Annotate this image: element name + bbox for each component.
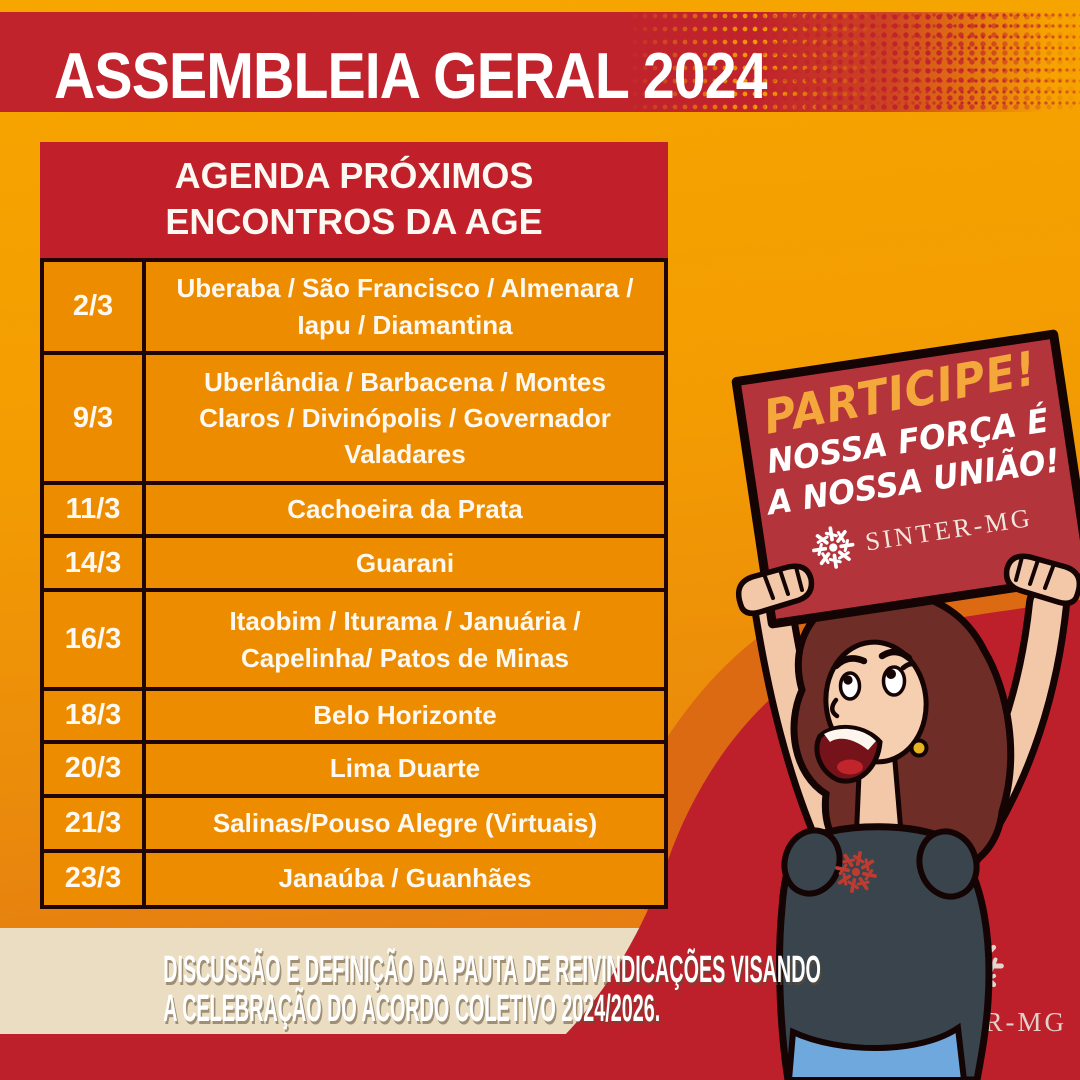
- row-locations: Janaúba / Guanhães: [146, 852, 664, 905]
- row-date: 20/3: [44, 743, 146, 794]
- agenda-table: AGENDA PRÓXIMOS ENCONTROS DA AGE 2/3 Uber…: [40, 142, 668, 909]
- table-row: 21/3 Salinas/Pouso Alegre (Virtuais): [44, 793, 664, 849]
- row-locations: Itaobim / Iturama / Januária / Capelinha…: [146, 592, 664, 688]
- row-date: 14/3: [44, 538, 146, 589]
- table-row: 18/3 Belo Horizonte: [44, 687, 664, 740]
- earring: [909, 738, 929, 758]
- row-locations: Salinas/Pouso Alegre (Virtuais): [146, 797, 664, 849]
- row-date: 21/3: [44, 797, 146, 849]
- left-hand: [735, 563, 815, 617]
- row-locations: Cachoeira da Prata: [146, 485, 664, 535]
- table-row: 20/3 Lima Duarte: [44, 739, 664, 794]
- row-date: 11/3: [44, 485, 146, 535]
- agenda-header-line2: ENCONTROS DA AGE: [165, 201, 543, 243]
- right-hand: [1003, 553, 1080, 607]
- row-locations: Uberaba / São Francisco / Almenara / Iap…: [146, 262, 664, 352]
- table-row: 23/3 Janaúba / Guanhães: [44, 848, 664, 905]
- page-title: ASSEMBLEIA GERAL 2024: [54, 39, 767, 112]
- table-row: 16/3 Itaobim / Iturama / Januária / Capel…: [44, 588, 664, 688]
- row-date: 16/3: [44, 592, 146, 688]
- footer-text: DISCUSSÃO E DEFINIÇÃO DA PAUTA DE REIVIN…: [163, 949, 821, 1030]
- row-locations: Lima Duarte: [146, 743, 664, 794]
- top-banner: ASSEMBLEIA GERAL 2024: [0, 12, 1080, 112]
- table-row: 2/3 Uberaba / São Francisco / Almenara / …: [44, 262, 664, 352]
- row-locations: Belo Horizonte: [146, 691, 664, 740]
- table-row: 11/3 Cachoeira da Prata: [44, 481, 664, 535]
- table-row: 9/3 Uberlândia / Barbacena / Montes Claro…: [44, 351, 664, 482]
- agenda-table-header: AGENDA PRÓXIMOS ENCONTROS DA AGE: [40, 142, 668, 259]
- footer-line2: A CELEBRAÇÃO DO ACORDO COLETIVO 2024/202…: [163, 987, 661, 1030]
- banner-grunge-red-fine: [0, 12, 1080, 112]
- agenda-header-line1: AGENDA PRÓXIMOS: [174, 155, 534, 196]
- row-date: 23/3: [44, 852, 146, 905]
- row-date: 2/3: [44, 262, 146, 352]
- woman-illustration: [750, 578, 1070, 1080]
- row-date: 18/3: [44, 691, 146, 740]
- row-date: 9/3: [44, 355, 146, 482]
- row-locations: Uberlândia / Barbacena / Montes Claros /…: [146, 355, 664, 482]
- table-row: 14/3 Guarani: [44, 534, 664, 589]
- row-locations: Guarani: [146, 538, 664, 589]
- agenda-table-rows: 2/3 Uberaba / São Francisco / Almenara / …: [40, 258, 668, 909]
- footer-line1: DISCUSSÃO E DEFINIÇÃO DA PAUTA DE REIVIN…: [163, 949, 821, 991]
- jeans: [785, 1022, 968, 1080]
